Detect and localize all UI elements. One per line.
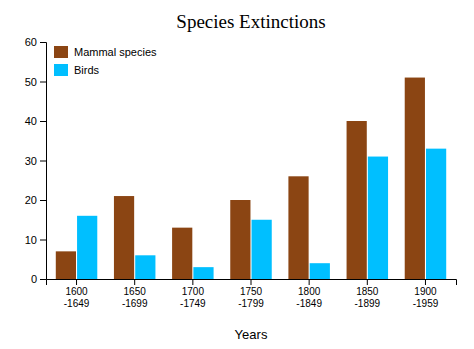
bar [310, 263, 330, 279]
axis-line [47, 280, 457, 286]
tick-label: 50 [25, 76, 37, 88]
tick-mark [40, 240, 46, 241]
bar-series [77, 149, 446, 279]
x-axis-title: Years [235, 327, 268, 342]
bar [193, 267, 213, 279]
y-axis: 0 10 20 30 40 50 60 [25, 36, 47, 285]
bars [56, 78, 446, 279]
legend-label: Mammal species [74, 46, 157, 58]
y-tick: 10 [25, 234, 46, 246]
y-tick: 50 [25, 76, 46, 88]
tick-mark [367, 279, 368, 285]
legend-swatch [54, 64, 68, 76]
chart: 0 10 20 30 40 50 60 1600-1649 1650-1699 1700-1749… [0, 0, 474, 349]
x-tick: 1900-1959 [413, 279, 439, 309]
x-tick: 1700-1749 [180, 279, 206, 309]
tick-label: 1600-1649 [64, 286, 90, 309]
legend-swatch [54, 46, 68, 58]
y-tick: 20 [25, 194, 46, 206]
legend-item: Mammal species [54, 46, 157, 58]
tick-label: 1700-1749 [180, 286, 206, 309]
tick-mark [40, 42, 46, 43]
y-tick: 40 [25, 115, 46, 127]
tick-mark [40, 161, 46, 162]
tick-mark [76, 279, 77, 285]
bar [114, 196, 134, 279]
x-tick: 1800-1849 [296, 279, 322, 309]
bar [172, 228, 192, 279]
tick-label: 1750-1799 [238, 286, 264, 309]
tick-mark [309, 279, 310, 285]
tick-mark [40, 121, 46, 122]
axis-line [40, 43, 47, 280]
tick-label: 20 [25, 194, 37, 206]
bar [230, 200, 250, 279]
tick-label: 10 [25, 234, 37, 246]
bar [56, 251, 76, 279]
bar [77, 216, 97, 279]
plot: 0 10 20 30 40 50 60 1600-1649 1650-1699 1700-1749… [25, 36, 457, 309]
legend-item: Birds [54, 64, 100, 76]
tick-mark [192, 279, 193, 285]
bar [252, 220, 272, 279]
x-tick: 1750-1799 [238, 279, 264, 309]
bar [405, 78, 425, 279]
tick-mark [251, 279, 252, 285]
tick-mark [134, 279, 135, 285]
tick-label: 30 [25, 155, 37, 167]
x-axis: 1600-1649 1650-1699 1700-1749 1750-1799 1800… [47, 279, 457, 309]
bar [426, 149, 446, 279]
tick-label: 1650-1699 [122, 286, 148, 309]
bar [347, 121, 367, 279]
tick-mark [40, 279, 46, 280]
tick-label: 1850-1899 [355, 286, 381, 309]
y-tick: 0 [31, 273, 46, 285]
y-tick: 30 [25, 155, 46, 167]
legend-label: Birds [74, 64, 100, 76]
x-tick: 1850-1899 [355, 279, 381, 309]
tick-label: 1800-1849 [296, 286, 322, 309]
tick-mark [425, 279, 426, 285]
tick-mark [40, 82, 46, 83]
tick-label: 0 [31, 273, 37, 285]
bar [135, 255, 155, 279]
tick-label: 40 [25, 115, 37, 127]
legend: Mammal species Birds [54, 46, 157, 76]
bar [368, 157, 388, 279]
x-tick: 1650-1699 [122, 279, 148, 309]
title: Species Extinctions [176, 11, 325, 32]
x-tick: 1600-1649 [64, 279, 90, 309]
y-tick: 60 [25, 36, 46, 48]
tick-label: 1900-1959 [413, 286, 439, 309]
tick-mark [40, 200, 46, 201]
bar-series [56, 78, 425, 279]
bar [288, 176, 308, 279]
tick-label: 60 [25, 36, 37, 48]
